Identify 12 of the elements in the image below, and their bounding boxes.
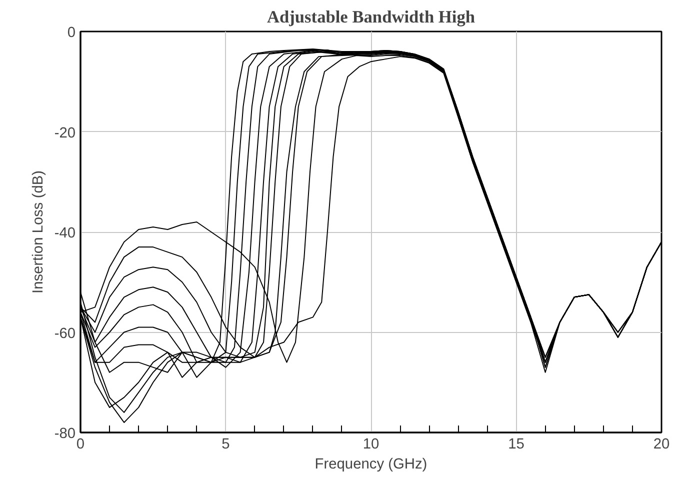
y-tick-label: -20: [54, 125, 76, 142]
y-tick-label: 0: [67, 25, 76, 41]
y-tick-label: -60: [54, 326, 76, 342]
x-tick-label: 5: [222, 436, 230, 452]
x-axis-title: Frequency (GHz): [314, 456, 428, 472]
x-tick-label: 15: [508, 436, 524, 452]
y-tick-label: -40: [54, 226, 76, 242]
y-axis-title: Insertion Loss (dB): [30, 170, 46, 294]
y-tick-label: -80: [54, 426, 76, 442]
x-tick-label: 10: [362, 436, 380, 452]
x-tick-label: 20: [653, 436, 670, 452]
chart-title: Adjustable Bandwidth High: [266, 8, 476, 26]
